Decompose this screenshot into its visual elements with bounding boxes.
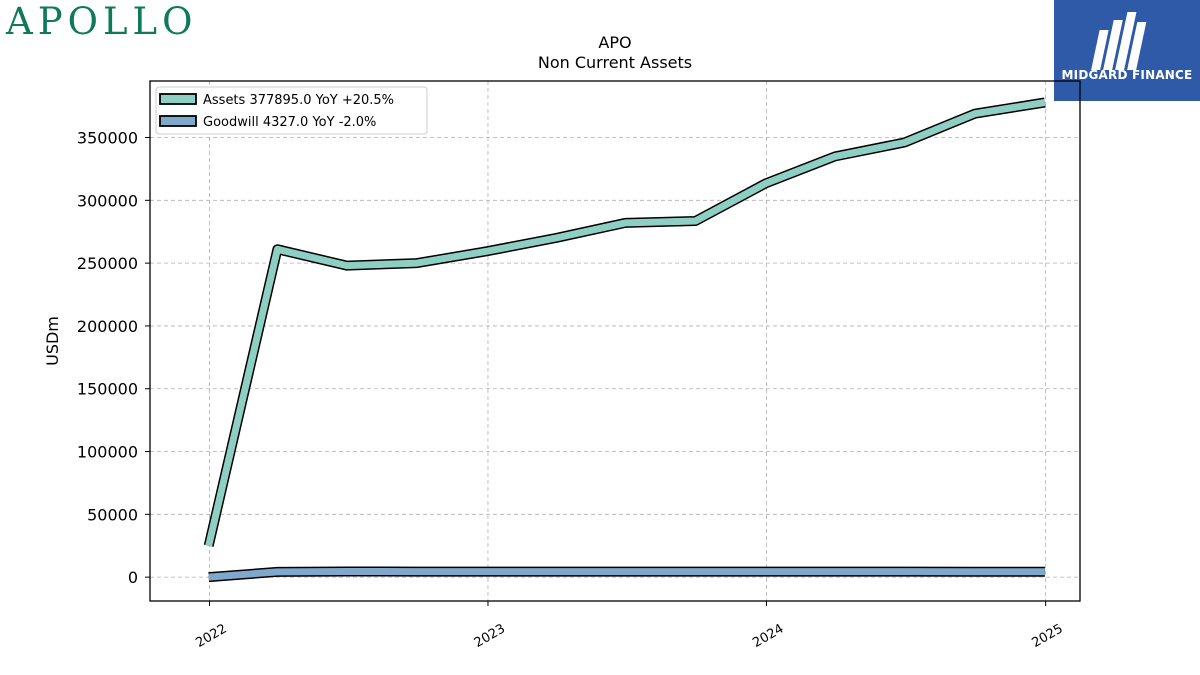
- y-tick-label: 350000: [77, 129, 138, 148]
- legend-label-0: Assets 377895.0 YoY +20.5%: [203, 93, 394, 108]
- y-tick-label: 0: [128, 568, 138, 587]
- legend-swatch-1: [159, 115, 197, 127]
- y-tick-label: 200000: [77, 317, 138, 336]
- y-axis-label: USDm: [43, 316, 62, 366]
- y-tick-label: 250000: [77, 254, 138, 273]
- midgard-logo-icon: [1091, 12, 1147, 70]
- series-line-1: [208, 568, 1045, 581]
- apollo-brand-logo: APOLLO: [6, 0, 198, 43]
- y-tick-label: 300000: [77, 191, 138, 210]
- chart-subtitle: Non Current Assets: [537, 53, 693, 72]
- legend-label-1: Goodwill 4327.0 YoY -2.0%: [203, 115, 376, 130]
- logo-text: MIDGARD FINANCE: [1061, 68, 1193, 82]
- y-tick-label: 100000: [77, 443, 138, 462]
- legend-box: [155, 86, 428, 135]
- plot-frame: [149, 80, 1081, 602]
- x-tick-label: 2025: [1030, 621, 1066, 651]
- series-line-0: [205, 99, 1046, 547]
- y-tick-label: 50000: [87, 505, 138, 524]
- series-outline-0: [203, 97, 1046, 547]
- chart-title: APO: [598, 33, 632, 52]
- x-tick-label: 2024: [750, 621, 786, 651]
- x-tick-label: 2023: [472, 621, 508, 651]
- midgard-finance-logo: MIDGARD FINANCE: [1054, 0, 1200, 101]
- y-tick-label: 150000: [77, 380, 138, 399]
- x-tick-label: 2022: [193, 621, 229, 651]
- legend-swatch-0: [159, 93, 197, 105]
